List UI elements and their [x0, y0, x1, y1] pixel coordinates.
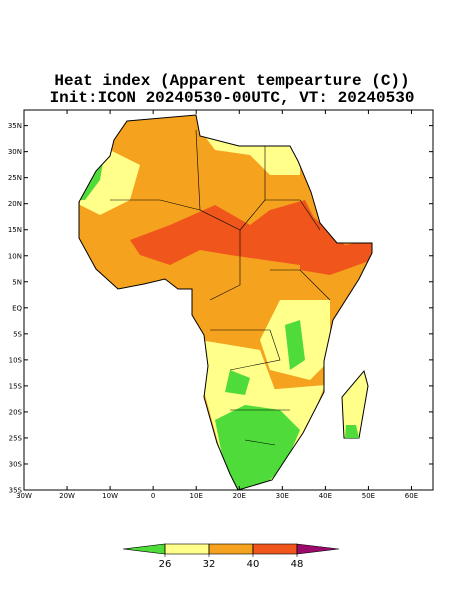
colorbar-segment — [208, 543, 254, 555]
lat-label: 20N — [8, 200, 22, 208]
borders — [110, 129, 331, 446]
field-red-sahel — [130, 200, 320, 265]
colorbar-label: 48 — [291, 559, 304, 570]
lat-label: 25S — [9, 434, 23, 442]
lat-label: 20S — [9, 408, 23, 416]
colorbar: 26 32 40 48 — [122, 543, 340, 570]
graticule-ticks: 35N 30N 25N 20N 15N 10N 5N EQ 5S 10S 15S 20S 25S 30S 3… — [8, 110, 433, 500]
colorbar-label: 40 — [247, 559, 260, 570]
lat-label: 15N — [8, 226, 22, 234]
colorbar-segment — [252, 543, 298, 555]
lon-label: 10E — [190, 492, 203, 500]
lat-label: 30N — [8, 148, 22, 156]
lat-label: 10N — [8, 252, 22, 260]
lon-label: 40E — [319, 492, 332, 500]
lon-label: 10W — [102, 492, 118, 500]
colorbar-high — [296, 543, 340, 555]
subtitle: Init:ICON 20240530-00UTC, VT: 20240530 — [50, 89, 415, 107]
lon-label: 0 — [151, 492, 155, 500]
colorbar-label: 32 — [203, 559, 216, 570]
lat-label: 35N — [8, 122, 22, 130]
lon-label: 30W — [16, 492, 32, 500]
lat-label: 10S — [9, 356, 23, 364]
field-yellow-angola — [200, 340, 275, 400]
lon-label: 20E — [233, 492, 246, 500]
lon-label: 30E — [276, 492, 289, 500]
colorbar-segment — [164, 543, 210, 555]
field-green-south — [215, 405, 300, 490]
coastline — [78, 114, 373, 491]
field-green-lakes — [285, 320, 305, 370]
lon-label: 50E — [362, 492, 375, 500]
field-green-patch — [225, 370, 250, 395]
colorbar-label: 26 — [159, 559, 172, 570]
lat-label: 35S — [9, 487, 23, 495]
madagascar-green — [345, 425, 359, 438]
colorbar-low — [122, 543, 166, 555]
lat-label: 25N — [8, 174, 22, 182]
lon-label: 60E — [405, 492, 418, 500]
lat-label: 15S — [9, 382, 23, 390]
lat-label: 30S — [9, 460, 23, 468]
lat-label: 5S — [13, 330, 22, 338]
lat-label: EQ — [12, 304, 22, 312]
lon-label: 20W — [59, 492, 75, 500]
lat-label: 5N — [12, 278, 22, 286]
title: Heat index (Apparent tempearture (C)) — [54, 72, 409, 90]
